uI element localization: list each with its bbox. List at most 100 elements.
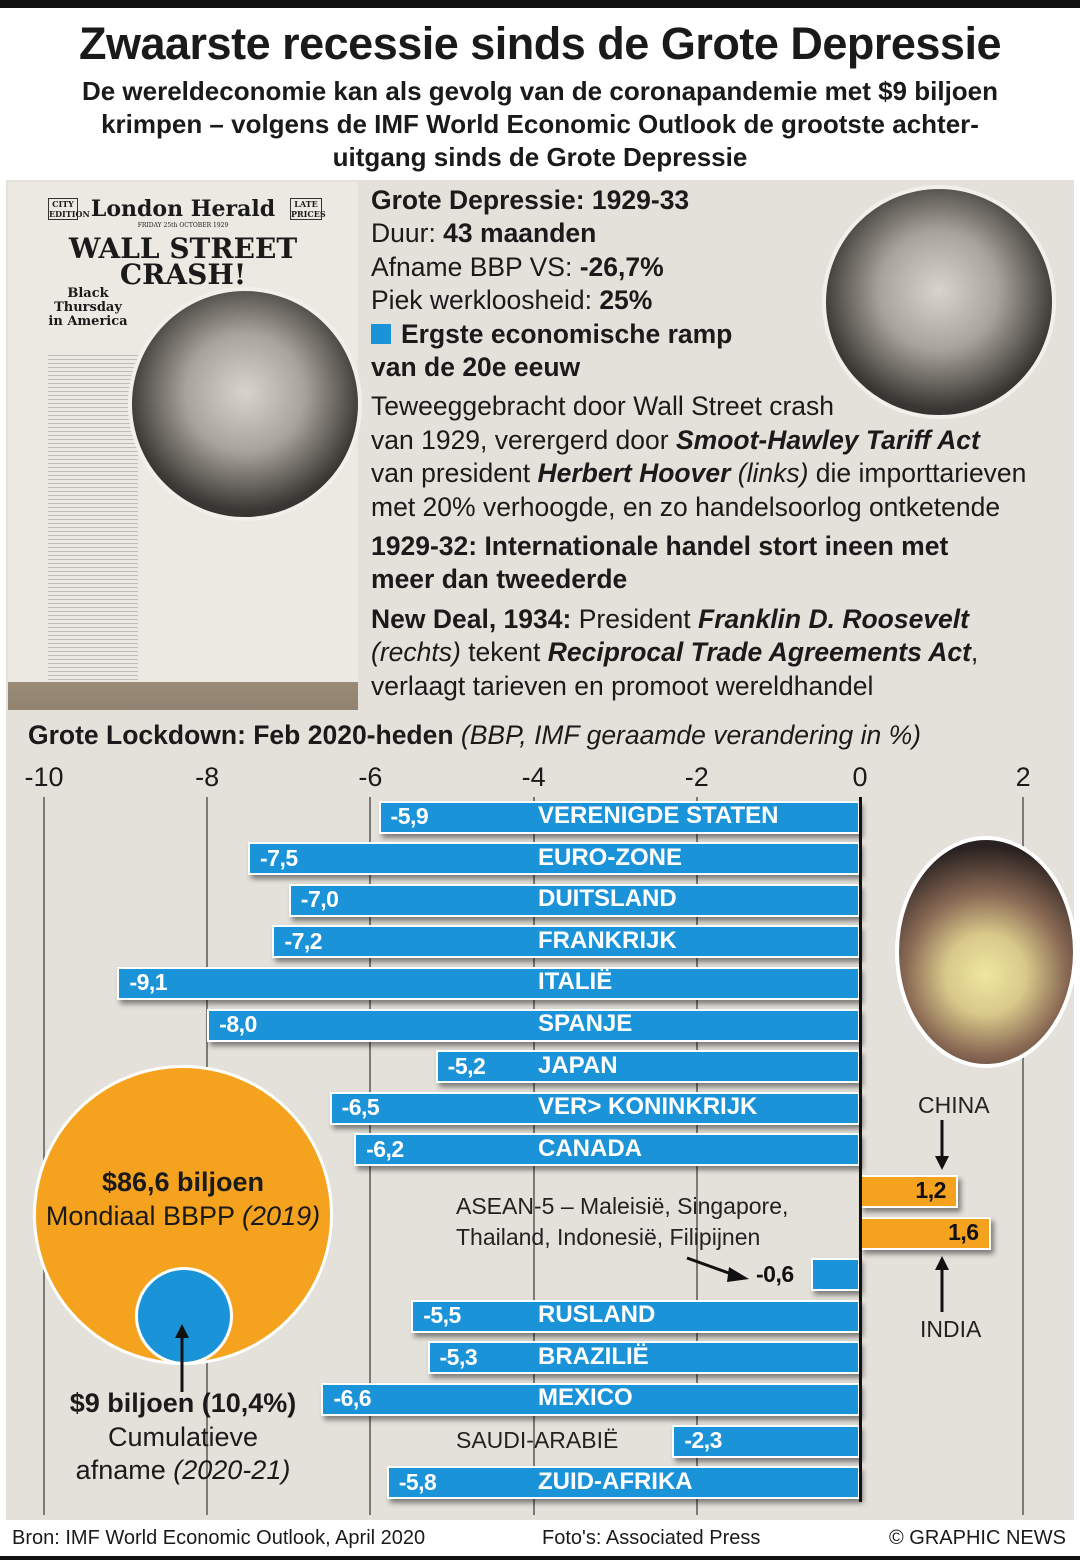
info-text: Franklin D. Roosevelt xyxy=(698,603,969,634)
info-text: -26,7% xyxy=(579,251,664,282)
x-tick-label: -6 xyxy=(358,762,383,792)
value-label: -6,2 xyxy=(366,1135,404,1162)
bar-asean-5 xyxy=(811,1258,860,1292)
newspaper-box: CITY EDITION xyxy=(48,198,90,220)
bar-rusland xyxy=(411,1299,860,1333)
down-arrow-icon xyxy=(935,1120,949,1170)
bar-japan xyxy=(435,1050,860,1084)
value-label: -6,5 xyxy=(341,1094,380,1121)
bar-euro-zone xyxy=(248,842,860,876)
hoover-portrait xyxy=(128,287,362,521)
info-text: verlaagt tarieven en promoot wereldhande… xyxy=(371,670,874,701)
info-text: Reciprocal Trade Agreements Act xyxy=(547,637,971,668)
info-text: met 20% verhoogde, en zo handelsoorlog o… xyxy=(371,491,1001,522)
info-text: 1929-32: Internationale handel stort ine… xyxy=(371,531,949,562)
gdp-loss-years: (2020-21) xyxy=(173,1455,291,1485)
newspaper-masthead: London Herald xyxy=(90,196,276,222)
info-paragraph: New Deal, 1934: President Franklin D. Ro… xyxy=(371,603,1076,703)
x-tick-label: -2 xyxy=(684,762,709,792)
india-label: INDIA xyxy=(920,1316,982,1342)
info-text: (links) xyxy=(730,458,809,489)
subtitle-line: De wereldeconomie kan als gevolg van de … xyxy=(81,76,999,106)
value-label: -7,0 xyxy=(300,886,339,913)
country-label: EURO-ZONE xyxy=(538,843,682,871)
info-paragraph: Ergste economische ramp van de 20e eeuw xyxy=(371,318,1076,385)
country-label: FRANKRIJK xyxy=(538,926,677,954)
value-label: -5,8 xyxy=(398,1468,437,1495)
x-tick-label: -8 xyxy=(195,762,220,792)
country-label: ZUID-AFRIKA xyxy=(538,1467,693,1495)
value-label: -5,2 xyxy=(447,1052,486,1079)
newspaper-date: FRIDAY 25th OCTOBER 1929 xyxy=(137,222,229,229)
asean-note: ASEAN-5 – Maleisië, Singapore, xyxy=(456,1193,789,1219)
source-credit: Bron: IMF World Economic Outlook, April … xyxy=(12,1527,426,1549)
info-text: Grote Depressie: 1929-33 xyxy=(371,185,690,215)
value-label: -5,9 xyxy=(390,803,429,829)
country-label: VERENIGDE STATEN xyxy=(538,802,779,829)
country-label: ITALIË xyxy=(538,968,613,996)
chart-heading-units: (BBP, IMF geraamde verandering in %) xyxy=(453,720,921,750)
x-tick-label: -10 xyxy=(24,762,64,792)
gdp-loss-label: Cumulatieve xyxy=(107,1422,259,1452)
subtitle-line: uitgang sinds de Grote Depressie xyxy=(332,142,748,172)
chart-heading-bold: Grote Lockdown: Feb 2020-heden xyxy=(28,720,454,750)
gridline xyxy=(1022,797,1025,1515)
bar-frankrijk xyxy=(272,925,860,959)
roosevelt-portrait xyxy=(822,185,1056,419)
bar-india xyxy=(860,1216,991,1250)
country-label: VER> KONINKRIJK xyxy=(538,1093,758,1121)
china-label: CHINA xyxy=(918,1092,990,1118)
info-text: Duur: xyxy=(371,218,444,249)
bar-spanje xyxy=(207,1008,860,1042)
country-label: BRAZILIË xyxy=(538,1342,649,1370)
up-arrow-icon xyxy=(175,1324,189,1392)
bar-canada xyxy=(354,1133,860,1167)
country-label: DUITSLAND xyxy=(538,885,677,913)
global-gdp-value: $86,6 biljoen xyxy=(101,1167,265,1197)
info-text: Teweeggebracht door Wall Street crash xyxy=(371,391,834,422)
x-tick-label: 2 xyxy=(1015,762,1031,792)
bar-china xyxy=(860,1174,958,1208)
value-label: 1,2 xyxy=(915,1177,946,1204)
bottom-rule xyxy=(0,1556,1080,1560)
bar-mexico xyxy=(321,1382,860,1416)
value-label: -6,6 xyxy=(333,1385,372,1412)
bar-duitsland xyxy=(288,883,860,917)
country-label: RUSLAND xyxy=(538,1301,656,1329)
publisher-credit: © GRAPHIC NEWS xyxy=(889,1527,1066,1549)
photo-credit: Foto's: Associated Press xyxy=(542,1527,761,1549)
info-text: 43 maanden xyxy=(443,218,597,249)
up-arrow-icon xyxy=(935,1256,949,1312)
info-text: (rechts) xyxy=(371,637,461,668)
value-label: -7,2 xyxy=(284,927,323,954)
newspaper-columns xyxy=(48,352,138,682)
info-text: die importtarieven xyxy=(808,458,1027,489)
page-title: Zwaarste recessie sinds de Grote Depress… xyxy=(79,18,1001,69)
info-text: Ergste economische ramp xyxy=(401,318,733,349)
info-text: meer dan tweederde xyxy=(371,564,628,595)
newspaper-box: LATE PRICES xyxy=(290,198,326,220)
global-gdp-year: (2019) xyxy=(242,1201,321,1231)
country-label: CANADA xyxy=(538,1134,642,1162)
value-label: -5,3 xyxy=(439,1343,478,1370)
info-paragraph: Duur: 43 maanden xyxy=(371,217,1076,250)
country-label: MEXICO xyxy=(538,1384,633,1412)
gdp-loss-value: $9 biljoen (10,4%) xyxy=(69,1388,297,1418)
bar-saudi-arabi- xyxy=(672,1424,860,1458)
info-text: President xyxy=(571,603,699,634)
info-text: van 1929, verergerd door xyxy=(371,424,676,455)
subtitle-line: krimpen – volgens de IMF World Economic … xyxy=(101,109,979,139)
bar-zuid-afrika xyxy=(386,1466,860,1500)
asean-note: Thailand, Indonesië, Filipijnen xyxy=(456,1224,761,1250)
country-label: SPANJE xyxy=(538,1010,633,1037)
value-label: -2,3 xyxy=(684,1427,722,1453)
x-tick-label: -4 xyxy=(521,762,546,792)
global-gdp-label: Mondiaal BBPP xyxy=(45,1201,235,1231)
chart-heading: Grote Lockdown: Feb 2020-heden (BBP, IMF… xyxy=(28,720,921,751)
info-text: Smoot-Hawley Tariff Act xyxy=(675,424,980,455)
newspaper-subhead: Black xyxy=(67,286,109,301)
newspaper-subhead: Thursday xyxy=(54,300,122,315)
info-paragraph: Afname BBP VS: -26,7% xyxy=(371,251,1076,284)
top-rule xyxy=(0,0,1080,8)
country-label: JAPAN xyxy=(538,1051,618,1079)
